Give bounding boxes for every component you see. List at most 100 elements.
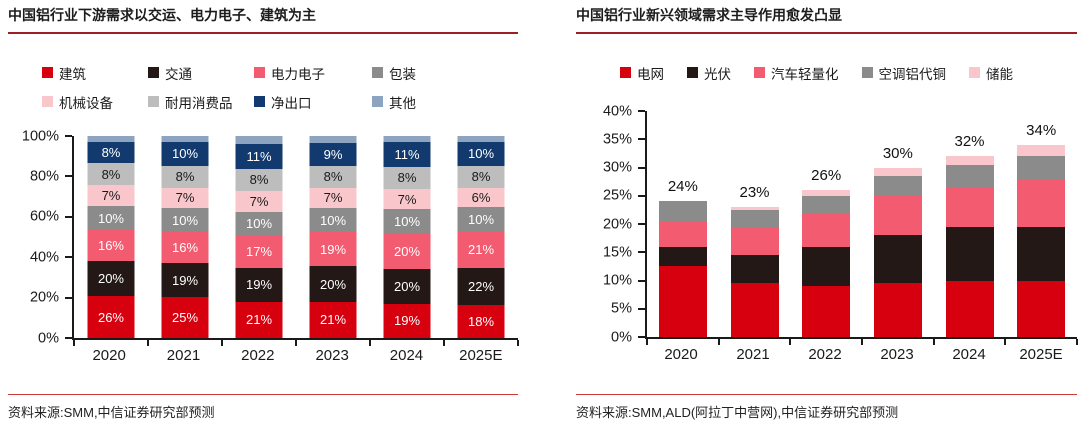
bar-segment bbox=[383, 136, 431, 142]
bar-segment bbox=[730, 226, 779, 256]
bar-segment: 8% bbox=[235, 168, 283, 191]
legend-swatch bbox=[754, 67, 765, 78]
segment-value-label: 17% bbox=[245, 244, 273, 260]
stacked-bar-2025E: 18% 22% 21% 10% 6% 8% 10% bbox=[457, 136, 505, 338]
bar-segment: 8% bbox=[87, 141, 135, 164]
legend-row: 电网 光伏 汽车轻量化 空调铝代铜 储能 bbox=[620, 58, 1077, 87]
bar-segment: 16% bbox=[87, 230, 135, 261]
bar-segment bbox=[802, 286, 851, 337]
legend-row: 机械设备 耐用消费品 净出口 其他 bbox=[42, 87, 518, 116]
segment-value-label: 6% bbox=[471, 189, 491, 205]
segment-value-label: 10% bbox=[467, 146, 495, 162]
x-tick bbox=[295, 340, 297, 346]
stacked-bar-2023 bbox=[873, 167, 922, 337]
x-tick bbox=[717, 339, 720, 345]
legend-label: 其他 bbox=[389, 95, 416, 111]
bar-segment: 20% bbox=[383, 233, 431, 269]
bar-segment bbox=[658, 266, 707, 337]
stacked-bar-2021 bbox=[730, 207, 779, 337]
segment-value-label: 7% bbox=[249, 193, 269, 209]
legend-item: 耐用消费品 bbox=[148, 92, 254, 112]
bar-segment: 8% bbox=[457, 165, 505, 188]
bar-segment bbox=[1017, 280, 1066, 337]
y-tick-label: 35% bbox=[602, 131, 632, 147]
x-axis: 2020 2021 2022 2023 2024 2025E bbox=[8, 340, 518, 370]
bar-segment: 8% bbox=[87, 163, 135, 186]
bar-total-label: 26% bbox=[811, 167, 842, 185]
x-tick bbox=[517, 340, 519, 346]
y-axis: 0% 20% 40% 60% 80% 100% bbox=[8, 129, 72, 345]
y-tick bbox=[638, 138, 645, 141]
bar-segment: 21% bbox=[235, 301, 283, 338]
x-tick bbox=[789, 339, 792, 345]
segment-value-label: 22% bbox=[467, 278, 495, 294]
legend-item: 电力电子 bbox=[254, 63, 372, 83]
bar-segment bbox=[309, 136, 357, 143]
segment-value-label: 16% bbox=[97, 238, 124, 254]
y-tick bbox=[638, 110, 645, 112]
x-axis-label: 2025E bbox=[459, 346, 503, 364]
bar-segment: 10% bbox=[161, 208, 209, 233]
bar-segment: 7% bbox=[235, 190, 283, 212]
legend-swatch bbox=[42, 96, 53, 107]
legend-label: 耐用消费品 bbox=[165, 95, 233, 111]
bar-segment: 19% bbox=[309, 232, 357, 267]
bar-segment: 18% bbox=[457, 305, 505, 338]
y-tick-label: 20% bbox=[602, 215, 632, 232]
bar-segment: 10% bbox=[457, 141, 505, 166]
bar-total-label: 30% bbox=[882, 144, 913, 162]
segment-value-label: 7% bbox=[397, 191, 417, 207]
y-tick bbox=[65, 215, 72, 218]
bar-segment bbox=[873, 195, 922, 236]
bar-segment bbox=[802, 190, 851, 196]
segment-value-label: 19% bbox=[319, 241, 347, 257]
bar-segment: 7% bbox=[161, 187, 209, 209]
segment-value-label: 8% bbox=[101, 145, 121, 160]
segment-value-label: 21% bbox=[319, 312, 347, 328]
spacer bbox=[8, 370, 518, 394]
legend-label: 净出口 bbox=[271, 95, 312, 111]
legend-swatch bbox=[687, 67, 698, 78]
y-tick-label: 0% bbox=[611, 328, 632, 345]
x-axis-label: 2022 bbox=[808, 345, 842, 363]
legend-swatch bbox=[254, 96, 265, 107]
stacked-bar-2025E bbox=[1017, 144, 1066, 337]
bar-segment bbox=[873, 235, 922, 284]
stacked-bar-2022: 21% 19% 17% 10% 7% 8% 11% bbox=[235, 136, 283, 338]
x-axis-label: 2020 bbox=[92, 346, 126, 364]
legend-item: 机械设备 bbox=[42, 92, 148, 112]
bar-segment bbox=[802, 195, 851, 213]
x-axis-label: 2022 bbox=[241, 346, 275, 364]
segment-value-label: 20% bbox=[393, 278, 421, 294]
legend-swatch bbox=[148, 67, 159, 78]
segment-value-label: 10% bbox=[171, 212, 199, 228]
legend-item: 包装 bbox=[372, 63, 518, 83]
bar-segment: 8% bbox=[309, 165, 357, 188]
bar-segment: 20% bbox=[87, 260, 135, 297]
segment-value-label: 20% bbox=[319, 276, 347, 292]
bar-segment bbox=[658, 201, 707, 222]
segment-value-label: 19% bbox=[393, 313, 421, 329]
bar-segment bbox=[873, 283, 922, 337]
bar-segment: 10% bbox=[87, 206, 135, 231]
bar-segment bbox=[1017, 144, 1066, 157]
source-note: 资料来源:SMM,中信证券研究部预测 bbox=[8, 405, 215, 420]
bar-segment bbox=[1017, 178, 1066, 227]
y-tick-label: 20% bbox=[29, 289, 59, 306]
stacked-bar-2020 bbox=[658, 201, 707, 337]
bar-segment bbox=[945, 280, 994, 337]
bar-segment: 17% bbox=[235, 235, 283, 268]
y-tick bbox=[65, 175, 72, 178]
bar-segment bbox=[1017, 156, 1066, 179]
bar-segment: 10% bbox=[161, 141, 209, 166]
x-axis-label: 2025E bbox=[1019, 345, 1063, 363]
y-tick bbox=[638, 336, 645, 338]
bar-segment: 6% bbox=[457, 187, 505, 208]
segment-value-label: 18% bbox=[467, 314, 495, 329]
bar-segment: 11% bbox=[235, 143, 283, 169]
x-axis-label: 2023 bbox=[880, 345, 914, 363]
y-tick-label: 40% bbox=[29, 248, 59, 265]
x-axis-label: 2021 bbox=[166, 346, 201, 364]
y-tick bbox=[638, 166, 645, 169]
